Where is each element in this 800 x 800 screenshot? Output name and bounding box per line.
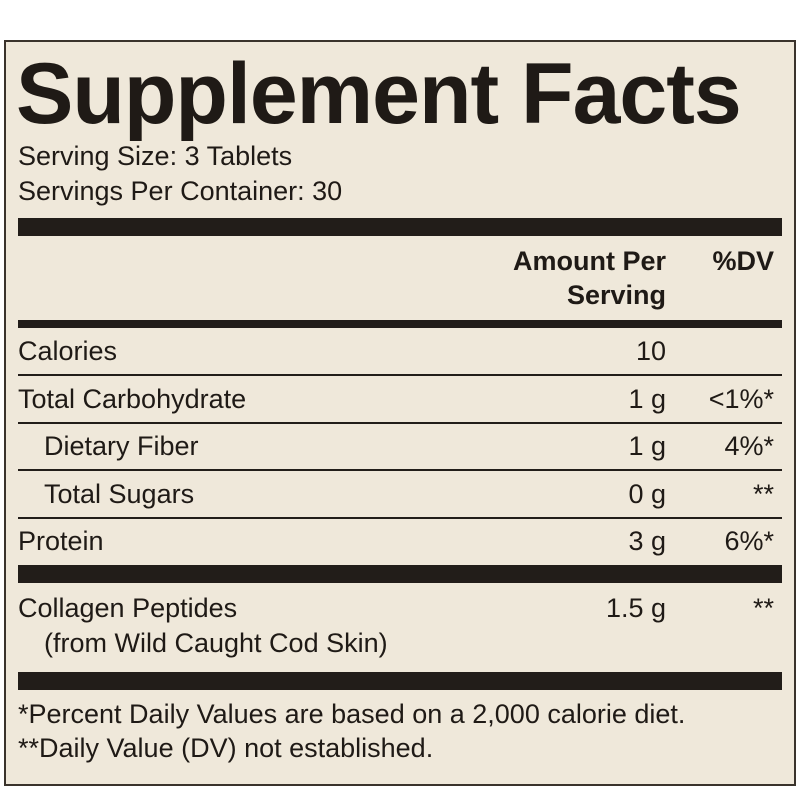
special-name: Collagen Peptides (18, 593, 238, 623)
thick-rule (18, 565, 782, 583)
supplement-facts-label: Supplement Facts Serving Size: 3 Tablets… (4, 40, 796, 786)
nutrient-dv: ** (752, 478, 774, 509)
dv-header: %DV (712, 246, 774, 276)
footnote: *Percent Daily Values are based on a 2,0… (18, 699, 686, 729)
nutrient-name: Protein (18, 526, 104, 556)
nutrient-dv: <1%* (708, 383, 774, 414)
medium-rule (18, 320, 782, 328)
serving-size: Serving Size: 3 Tablets (18, 141, 293, 171)
nutrient-amount: 10 (635, 336, 666, 366)
nutrient-amount: 3 g (628, 526, 666, 556)
special-source: (from Wild Caught Cod Skin) (44, 628, 388, 658)
row-rule (18, 421, 782, 424)
row-rule (18, 516, 782, 519)
thick-rule (18, 672, 782, 690)
nutrient-amount: 1 g (628, 431, 666, 461)
footnote: **Daily Value (DV) not established. (18, 733, 434, 763)
special-amount: 1.5 g (605, 593, 666, 623)
thick-rule (18, 218, 782, 236)
nutrient-name: Total Carbohydrate (18, 383, 247, 414)
nutrient-dv: 6%* (724, 526, 774, 556)
nutrient-amount: 1 g (628, 383, 666, 414)
special-dv: ** (752, 593, 774, 623)
amount-header: Amount Per Serving (512, 246, 666, 310)
nutrient-name: Dietary Fiber (44, 431, 199, 461)
nutrient-amount: 0 g (628, 478, 666, 509)
nutrient-name: Calories (18, 336, 118, 366)
row-rule (18, 374, 782, 376)
title: Supplement Facts (16, 46, 742, 142)
servings-per-container: Servings Per Container: 30 (18, 176, 343, 206)
nutrient-dv: 4%* (724, 431, 774, 461)
nutrient-name: Total Sugars (44, 478, 195, 509)
row-rule (18, 469, 782, 471)
